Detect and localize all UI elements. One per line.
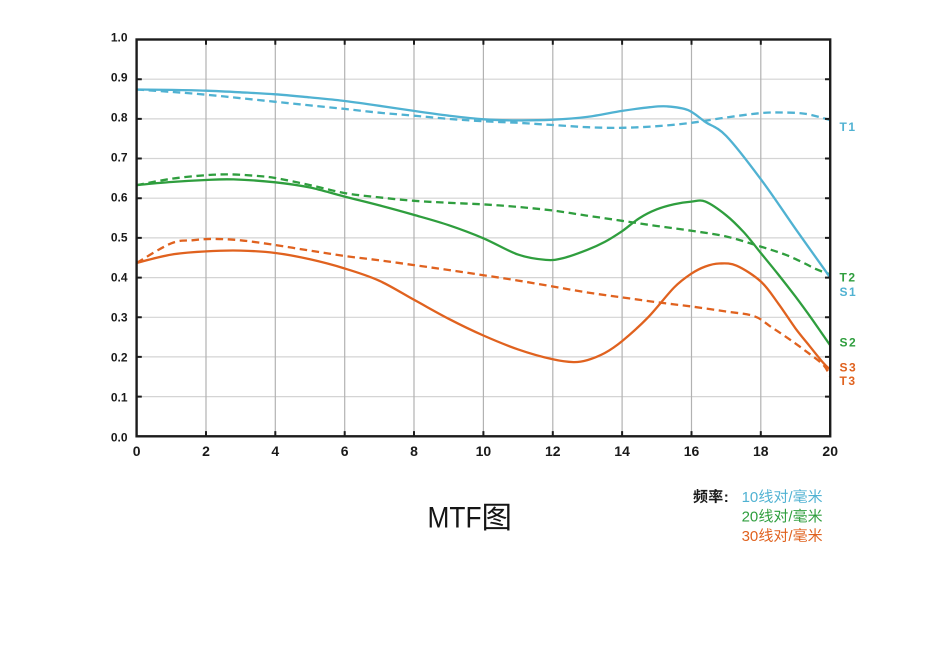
svg-text:0.2: 0.2 (111, 351, 128, 365)
svg-text:6: 6 (341, 443, 349, 459)
svg-text:30: 30 (742, 528, 759, 545)
svg-text:/: / (788, 528, 793, 545)
svg-text:1.0: 1.0 (111, 31, 128, 45)
svg-text:S2: S2 (840, 335, 858, 349)
svg-text:0.4: 0.4 (111, 271, 128, 285)
svg-text:MTF: MTF (428, 502, 482, 535)
svg-text:S3: S3 (840, 360, 858, 374)
svg-text:2: 2 (202, 443, 210, 459)
svg-text:4: 4 (271, 443, 279, 459)
svg-text:0.3: 0.3 (111, 311, 128, 325)
svg-text:T2: T2 (840, 270, 857, 284)
svg-text:14: 14 (614, 443, 630, 459)
svg-text:20: 20 (742, 508, 759, 525)
svg-text:/: / (788, 489, 793, 506)
svg-text:10: 10 (742, 489, 759, 506)
svg-text:/: / (788, 508, 793, 525)
svg-text:10: 10 (476, 443, 492, 459)
svg-text:0.1: 0.1 (111, 391, 128, 405)
svg-text:20: 20 (822, 443, 838, 459)
svg-text:T3: T3 (840, 374, 857, 388)
svg-text:0: 0 (133, 443, 141, 459)
svg-text:0.0: 0.0 (111, 431, 128, 445)
svg-text:8: 8 (410, 443, 418, 459)
svg-text:0.9: 0.9 (111, 71, 128, 85)
svg-text:16: 16 (684, 443, 700, 459)
svg-text:T1: T1 (840, 120, 857, 134)
svg-text::: : (724, 489, 729, 506)
svg-text:0.6: 0.6 (111, 191, 128, 205)
svg-text:18: 18 (753, 443, 769, 459)
svg-text:0.8: 0.8 (111, 111, 128, 125)
svg-text:0.7: 0.7 (111, 151, 128, 165)
svg-text:0.5: 0.5 (111, 231, 128, 245)
svg-text:12: 12 (545, 443, 561, 459)
svg-text:S1: S1 (840, 285, 858, 299)
